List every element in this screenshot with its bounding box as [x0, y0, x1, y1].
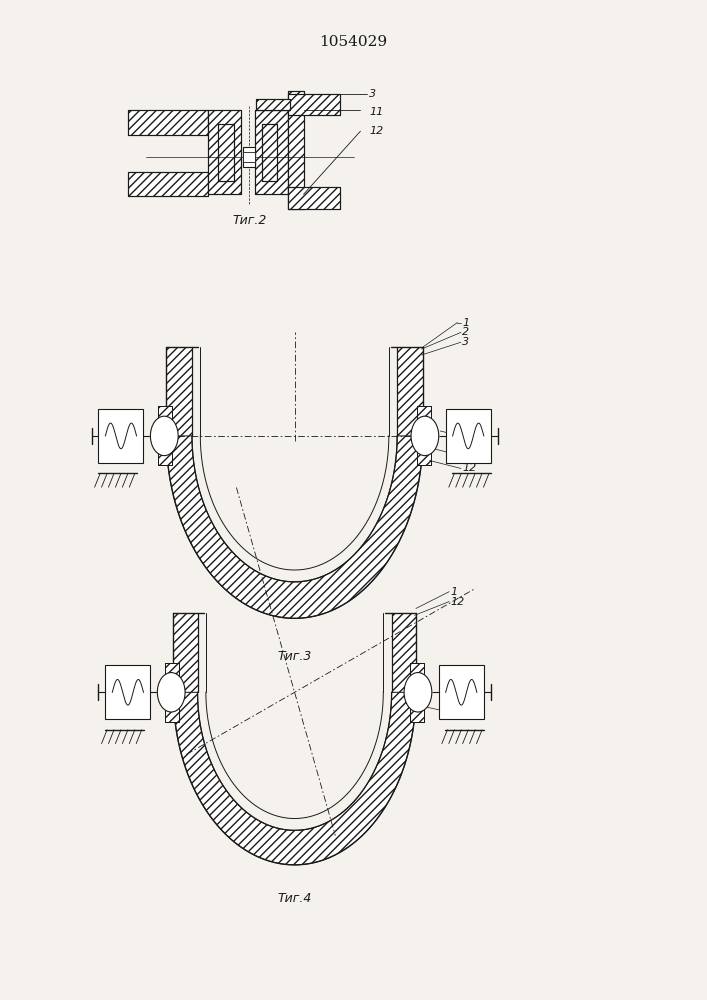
Bar	[128, 172, 208, 196]
Polygon shape	[173, 613, 197, 692]
Text: 1054029: 1054029	[320, 35, 387, 49]
Bar	[158, 406, 172, 465]
Text: Τиг.3: Τиг.3	[277, 650, 312, 663]
Bar	[410, 663, 424, 722]
Bar	[208, 110, 241, 194]
Text: 3: 3	[462, 337, 469, 347]
Bar	[98, 409, 144, 463]
Text: 1: 1	[462, 318, 469, 328]
Text: Τиг.4: Τиг.4	[277, 892, 312, 905]
Bar	[288, 187, 340, 209]
Bar	[218, 124, 233, 181]
Circle shape	[158, 673, 185, 712]
Bar	[128, 110, 208, 135]
Bar	[410, 663, 424, 722]
Bar	[257, 99, 290, 110]
Bar	[445, 409, 491, 463]
Bar	[262, 124, 277, 181]
Bar	[288, 94, 340, 115]
Text: 11: 11	[462, 451, 477, 461]
Bar	[158, 406, 172, 465]
Circle shape	[404, 673, 432, 712]
Text: Τиг.2: Τиг.2	[233, 214, 267, 227]
Text: 10: 10	[462, 431, 477, 441]
Bar	[128, 110, 208, 135]
Text: 12: 12	[370, 126, 384, 136]
Bar	[105, 665, 151, 719]
Circle shape	[411, 416, 439, 456]
Text: 12: 12	[462, 463, 477, 473]
Text: 3: 3	[370, 89, 377, 99]
Bar	[417, 406, 431, 465]
Text: 1: 1	[450, 587, 457, 597]
Text: 12: 12	[450, 597, 464, 607]
Bar	[288, 91, 303, 209]
Text: 10: 10	[450, 687, 464, 697]
Polygon shape	[397, 347, 423, 436]
Bar	[417, 406, 431, 465]
Polygon shape	[173, 692, 416, 865]
Bar	[288, 94, 340, 115]
Bar	[165, 663, 179, 722]
Text: 11: 11	[450, 707, 464, 717]
Bar	[165, 663, 179, 722]
Bar	[218, 124, 233, 181]
Polygon shape	[166, 436, 423, 618]
Text: 2: 2	[462, 327, 469, 337]
Bar	[255, 110, 288, 194]
Text: 11: 11	[370, 107, 384, 117]
Bar	[208, 110, 241, 194]
Bar	[257, 99, 290, 110]
Bar	[128, 172, 208, 196]
Bar	[288, 91, 303, 209]
Bar	[243, 147, 255, 167]
Polygon shape	[392, 613, 416, 692]
Polygon shape	[166, 347, 192, 436]
Bar	[439, 665, 484, 719]
Bar	[243, 152, 255, 162]
Circle shape	[151, 416, 178, 456]
Bar	[262, 124, 277, 181]
Bar	[288, 187, 340, 209]
Bar	[255, 110, 288, 194]
